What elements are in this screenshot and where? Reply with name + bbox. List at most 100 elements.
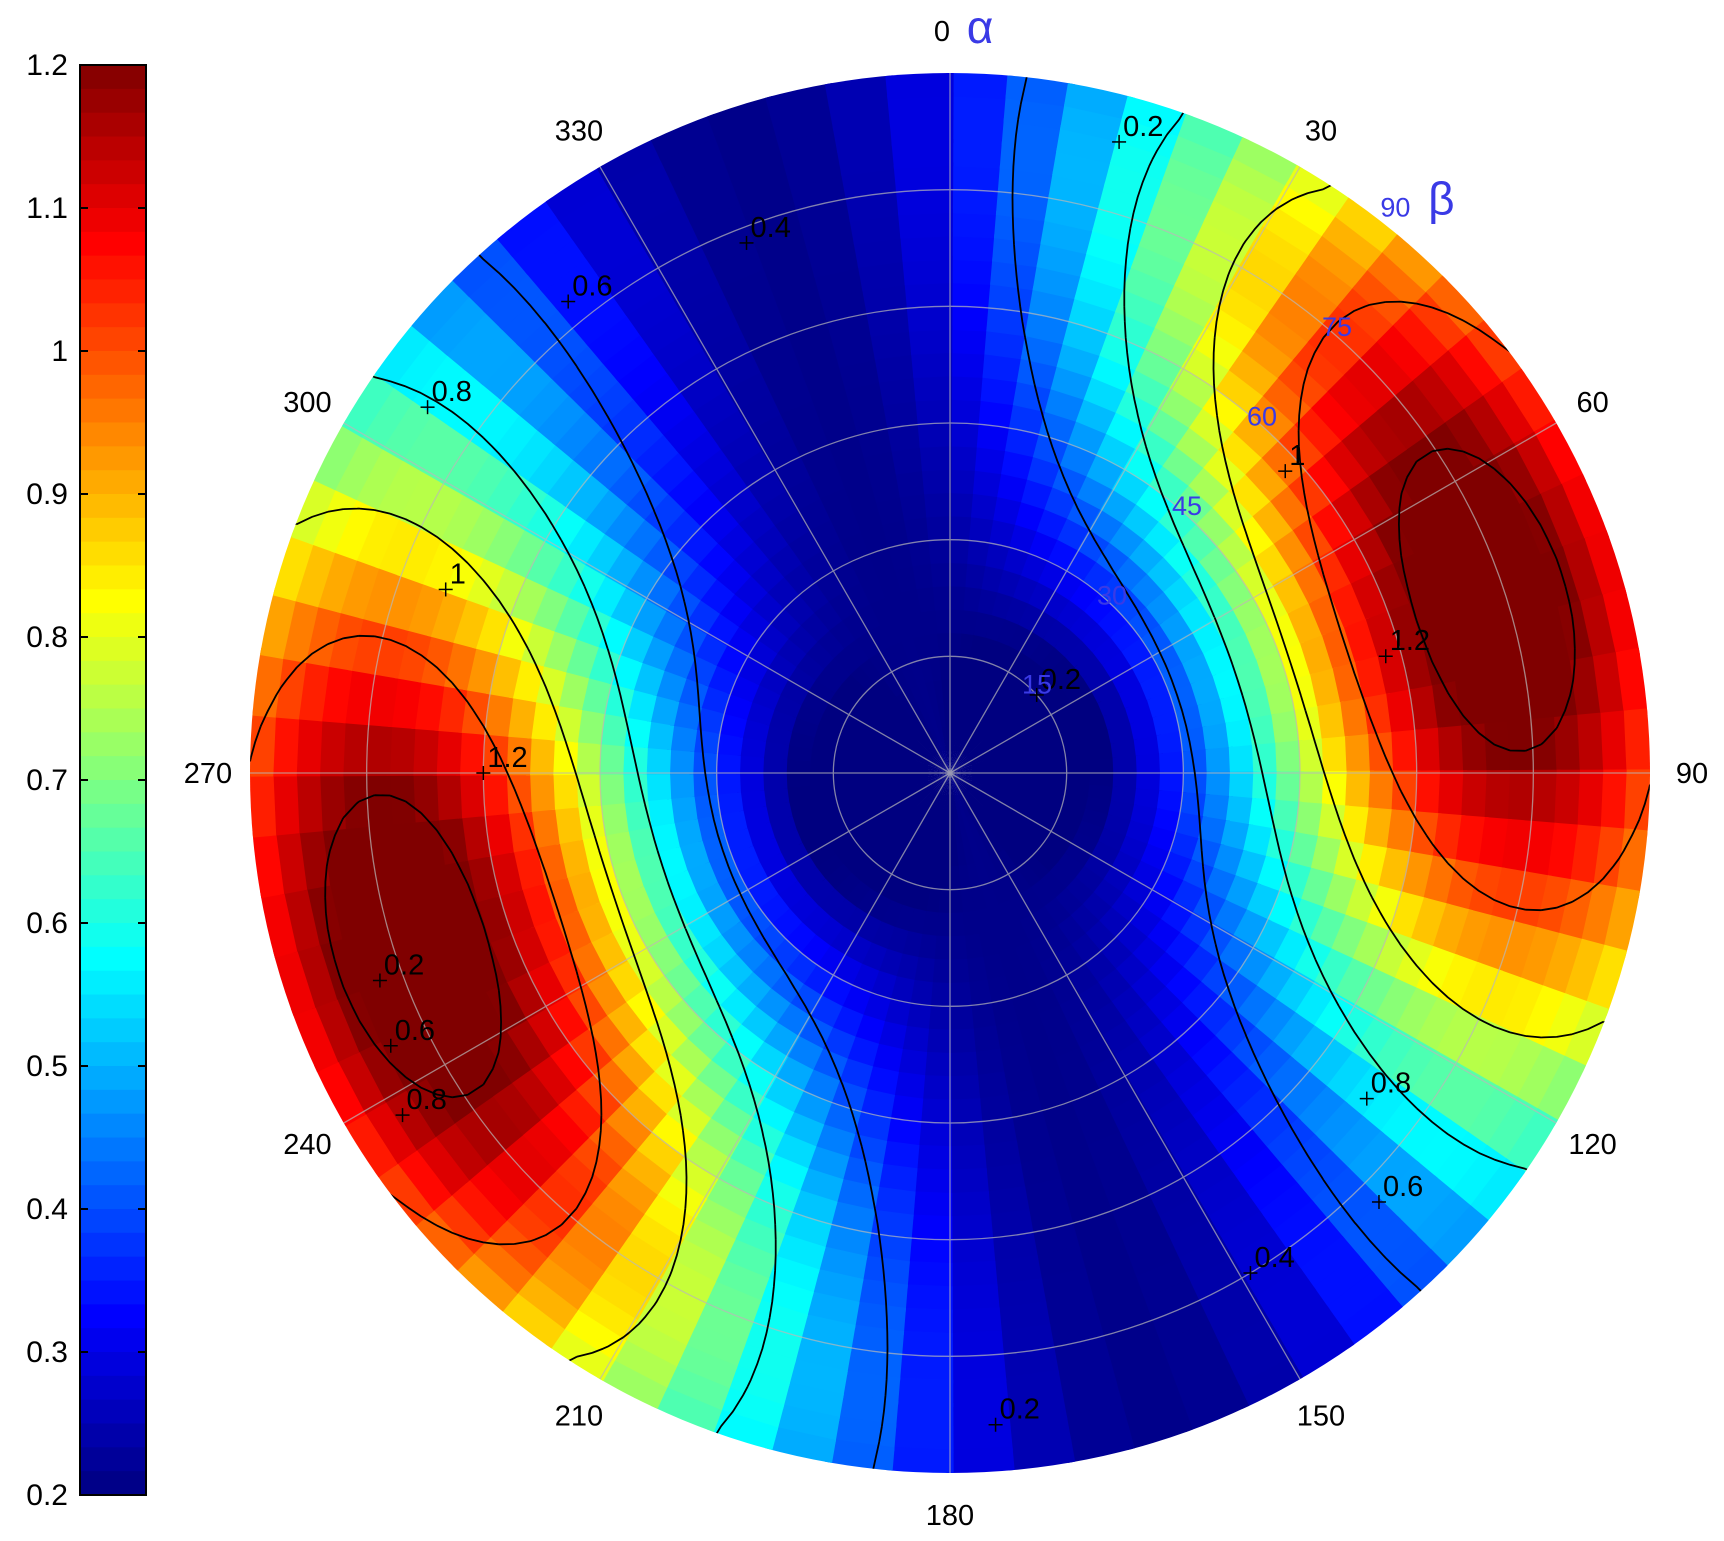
contour-label: 0.8 — [420, 376, 472, 415]
field-cell — [1080, 1254, 1138, 1296]
colorbar-segment — [80, 1066, 146, 1091]
field-cell — [877, 780, 905, 793]
field-cell — [889, 115, 954, 146]
field-cell — [878, 747, 907, 762]
field-cell — [555, 271, 618, 329]
field-cell — [1412, 1118, 1472, 1183]
field-cell — [499, 285, 563, 347]
field-cell — [287, 472, 339, 545]
field-cell — [336, 926, 381, 993]
field-cell — [1341, 1065, 1395, 1123]
field-cell — [507, 571, 550, 624]
field-cell — [883, 926, 909, 958]
field-cell — [788, 715, 819, 738]
field-cell — [642, 744, 672, 775]
field-cell — [924, 840, 939, 869]
field-cell — [891, 1377, 954, 1407]
field-cell — [924, 816, 939, 845]
field-cell — [907, 536, 933, 567]
field-cell — [677, 1216, 736, 1265]
field-cell — [550, 803, 583, 845]
field-cell — [552, 405, 606, 460]
field-cell — [904, 1237, 953, 1267]
field-cell — [947, 279, 996, 309]
field-cell — [516, 303, 578, 363]
field-cell — [428, 363, 488, 428]
contour-label-text: 0.4 — [1254, 1242, 1294, 1274]
field-cell — [677, 281, 736, 330]
field-cell — [736, 753, 765, 775]
field-cell — [930, 752, 950, 773]
contour-label-text: 0.2 — [1041, 664, 1081, 696]
field-cell — [505, 423, 559, 481]
field-cell — [1062, 317, 1114, 358]
field-cell — [427, 903, 469, 961]
field-cell — [570, 202, 638, 259]
field-cell — [719, 1237, 777, 1282]
field-cell — [1311, 388, 1366, 446]
field-cell — [945, 745, 950, 773]
field-cell — [948, 1098, 983, 1127]
field-cell — [964, 789, 986, 812]
field-cell — [615, 1146, 672, 1199]
field-cell — [1285, 161, 1357, 221]
colorbar-tick-label: 0.4 — [26, 1193, 68, 1226]
alpha-tick-label: 60 — [1576, 387, 1608, 419]
field-cell — [1158, 1115, 1209, 1162]
colorbar-segment — [80, 780, 146, 805]
field-cell — [291, 536, 338, 608]
contour-label: 0.8 — [1359, 1068, 1411, 1106]
colorbar-segment — [80, 136, 146, 162]
field-cell — [1123, 1237, 1181, 1282]
field-cell — [1112, 772, 1141, 791]
field-cell — [1080, 250, 1138, 292]
field-cell — [610, 262, 673, 316]
field-cell — [374, 453, 427, 520]
field-cell — [992, 788, 1020, 805]
field-cell — [1349, 1015, 1400, 1072]
field-cell — [948, 512, 975, 541]
field-cell — [949, 889, 964, 917]
field-cell — [1154, 176, 1221, 225]
field-cell — [947, 325, 992, 355]
field-cell — [1317, 701, 1350, 743]
field-cell — [667, 722, 698, 752]
field-cell — [971, 490, 1001, 521]
field-cell — [699, 220, 762, 267]
field-cell — [949, 865, 962, 894]
field-cell — [1103, 1342, 1170, 1387]
field-cell — [1154, 1321, 1221, 1370]
field-cell — [932, 724, 945, 752]
field-cell — [959, 887, 976, 917]
colorbar-tick-label: 0.9 — [26, 478, 68, 511]
field-cell — [1414, 542, 1459, 600]
field-cell — [981, 953, 1007, 984]
field-cell — [666, 771, 695, 800]
field-cell — [409, 1131, 470, 1199]
field-cell — [1248, 797, 1280, 833]
field-cell — [1193, 1276, 1258, 1328]
field-cell — [955, 841, 968, 870]
field-cell — [705, 92, 779, 139]
contour-label-text: 0.8 — [407, 1084, 447, 1116]
field-cell — [920, 792, 939, 817]
field-cell — [448, 378, 506, 441]
field-cell — [886, 420, 924, 452]
field-cell — [597, 242, 661, 297]
field-cell — [1062, 1188, 1114, 1229]
beta-tick-label: 15 — [1022, 670, 1052, 700]
colorbar-segment — [80, 1137, 146, 1163]
colorbar-segment — [80, 65, 146, 90]
colorbar-segment — [80, 446, 146, 471]
field-cell — [1287, 601, 1328, 648]
field-cell — [256, 887, 298, 959]
field-cell — [924, 773, 950, 785]
colorbar-segment — [80, 565, 146, 591]
field-cell — [1431, 903, 1473, 961]
field-cell — [1294, 1086, 1348, 1141]
field-cell — [1135, 345, 1188, 391]
field-cell — [875, 703, 901, 729]
field-cell — [932, 841, 945, 870]
field-cell — [947, 232, 1000, 262]
field-cell — [912, 705, 931, 733]
